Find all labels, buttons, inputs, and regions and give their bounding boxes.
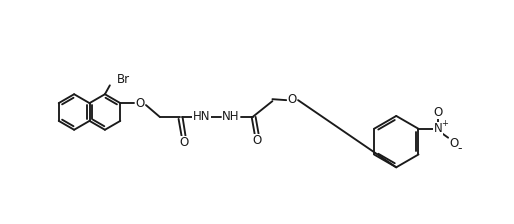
Text: NH: NH [222, 110, 240, 123]
Text: O: O [434, 106, 443, 118]
Text: O: O [287, 93, 297, 106]
Text: O: O [449, 137, 458, 150]
Text: +: + [440, 119, 448, 128]
Text: N: N [434, 122, 443, 135]
Text: -: - [458, 142, 462, 155]
Text: O: O [135, 97, 144, 110]
Text: O: O [179, 136, 188, 149]
Text: O: O [252, 134, 261, 147]
Text: Br: Br [117, 73, 130, 86]
Text: HN: HN [193, 110, 210, 123]
